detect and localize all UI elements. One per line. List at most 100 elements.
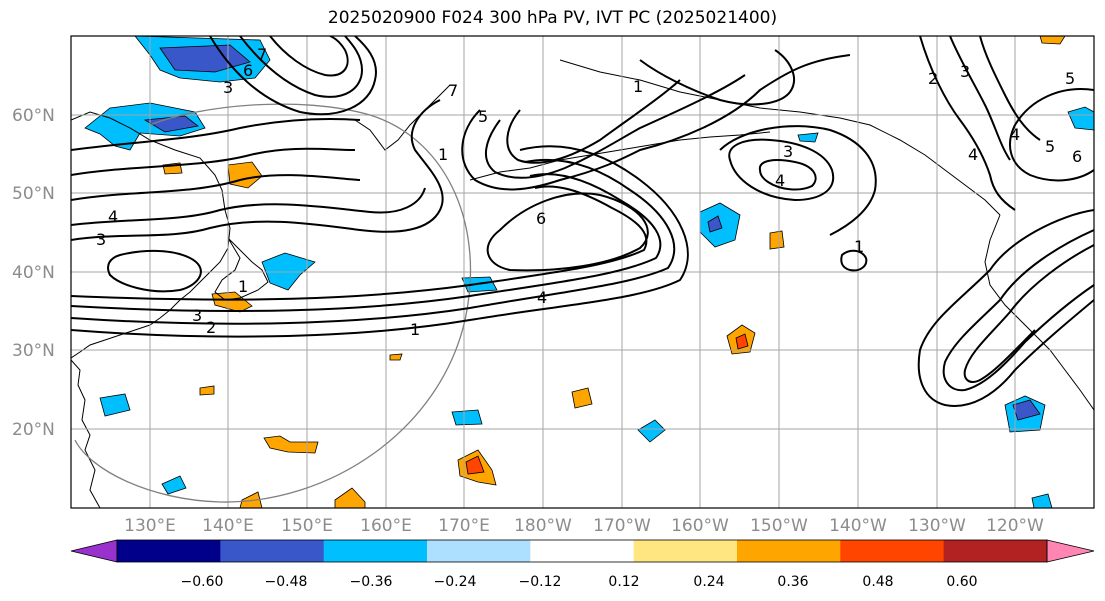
contour-label: 4 (1010, 125, 1020, 144)
pv-contour-20 (719, 125, 877, 236)
ivt-positive-region (389, 353, 403, 361)
ivt-negative-region (99, 393, 131, 417)
ivt-positive-region (227, 161, 263, 189)
asia-coastline (71, 359, 101, 508)
contour-label: 6 (1072, 147, 1082, 166)
colorbar-extend-low (70, 539, 118, 563)
contour-label: 3 (783, 142, 793, 161)
longitude-labels: 130°E 140°E 150°E 160°E 170°E 180°W 170°… (124, 516, 1044, 536)
pv-contour-8 (486, 192, 649, 272)
colorbar-tick-label: 0.12 (608, 574, 639, 590)
lon-label: 170°E (438, 516, 490, 536)
ivt-negative-region (1067, 106, 1094, 131)
colorbar-tick-label: 0.24 (693, 574, 724, 590)
pv-contour-27 (979, 36, 1041, 141)
pv-contour-2 (71, 158, 676, 325)
pv-contour-12 (71, 147, 356, 176)
lon-label: 150°W (750, 516, 808, 536)
ivt-positive-region (334, 487, 366, 508)
contour-label: 3 (960, 62, 970, 81)
pv-contour-26 (949, 36, 1011, 161)
colorbar-tick-label: −0.12 (519, 574, 562, 590)
contour-label: 5 (478, 107, 488, 126)
pv-contour-16 (269, 36, 349, 77)
lat-label-40n: 40°N (12, 263, 55, 283)
lat-label-30n: 30°N (12, 341, 55, 361)
ivt-positive-region (571, 387, 593, 409)
ivt-negative-region (161, 475, 187, 495)
pv-contours (71, 36, 1094, 407)
ivt-negative-region (1031, 493, 1053, 508)
colorbar-tick-label: 0.36 (777, 574, 808, 590)
lon-label: 140°E (202, 516, 254, 536)
contour-label: 1 (238, 277, 248, 296)
ivt-positive-region (769, 230, 785, 250)
aleutian-islands (469, 131, 771, 181)
colorbar-tick-label: 0.48 (862, 574, 893, 590)
contour-label: 4 (775, 171, 785, 190)
kamchatka-coastline (354, 84, 451, 151)
ivt-positive-region (263, 435, 319, 454)
ivt-negative-core (707, 215, 723, 233)
colorbar-segment (323, 540, 428, 562)
colorbar-segment (220, 540, 325, 562)
ivt-positive-core (735, 333, 749, 350)
pv-contour-11 (71, 174, 361, 201)
pv-contour-15 (239, 36, 364, 98)
ivt-negative-region (797, 132, 819, 143)
contour-label: 2 (928, 69, 938, 88)
ivt-negative-core (1012, 399, 1041, 421)
pv-contour-7 (506, 79, 681, 164)
contour-label: 5 (1045, 137, 1055, 156)
contour-label: 7 (257, 45, 267, 64)
pv-contour-3 (71, 173, 662, 313)
contour-label: 6 (243, 61, 253, 80)
colorbar-tick-label: 0.60 (946, 574, 977, 590)
lat-label-20n: 20°N (12, 420, 55, 440)
lon-label: 160°E (360, 516, 412, 536)
pv-contour-25 (919, 36, 1016, 211)
colorbar-segment (427, 540, 531, 562)
pv-contour-23 (963, 244, 1094, 383)
pv-contour-6 (484, 74, 746, 179)
lon-label: 180°W (514, 516, 572, 536)
pv-contour-17 (107, 249, 202, 293)
colorbar-segment (737, 540, 841, 562)
coastlines (71, 59, 1094, 508)
gridlines (71, 36, 1094, 508)
contour-label: 2 (206, 318, 216, 337)
pv-contour-1 (71, 145, 689, 338)
contour-label: 4 (537, 288, 547, 307)
lon-label: 170°W (593, 516, 651, 536)
colorbar-tick-label: −0.36 (350, 574, 393, 590)
contour-label: 7 (448, 81, 458, 100)
contour-labels: 7 6 3 1 2 3 4 1 3 7 5 6 4 1 3 4 1 2 3 5 … (96, 45, 1082, 339)
colorbar-extend-high (1046, 539, 1095, 563)
pv-contour-5 (461, 54, 851, 191)
colorbar-tick-label: −0.60 (181, 574, 224, 590)
lon-label: 140°W (829, 516, 887, 536)
colorbar-segment (840, 540, 945, 562)
alaska-coastline (559, 59, 1001, 216)
pv-contour-4 (71, 185, 648, 301)
colorbar-segment (943, 540, 1048, 562)
lon-label: 130°E (124, 516, 176, 536)
pv-contour-21 (917, 209, 1094, 407)
lon-label: 120°W (986, 516, 1044, 536)
lon-label: 160°W (671, 516, 729, 536)
colorbar-frame (116, 539, 1048, 563)
pv-contour-18 (728, 138, 835, 202)
pv-contour-10 (71, 187, 426, 226)
pv-contour-9 (71, 99, 444, 241)
ivt-negative-region (451, 409, 483, 426)
ivt-negative-region (637, 419, 666, 443)
lon-label: 150°E (281, 516, 333, 536)
page-title: 2025020900 F024 300 hPa PV, IVT PC (2025… (327, 8, 778, 28)
colorbar-segment (530, 540, 635, 562)
pv-contour-19 (758, 159, 817, 191)
pv-contour-28 (840, 249, 868, 272)
north-america-coastline (984, 214, 1094, 411)
contour-label: 4 (968, 145, 978, 164)
contour-label: 1 (854, 237, 864, 256)
